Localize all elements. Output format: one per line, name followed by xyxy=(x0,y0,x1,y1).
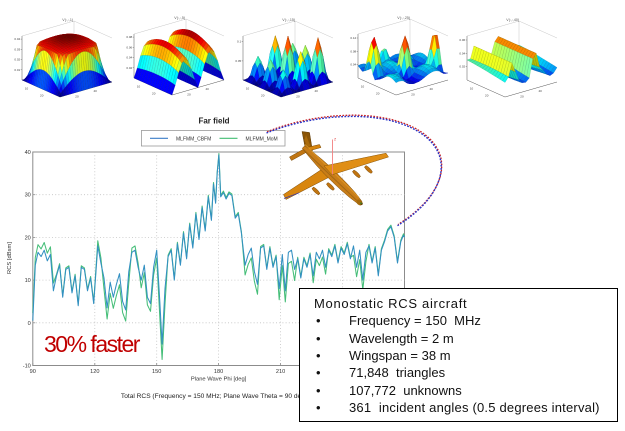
svg-text:MLFMM_MoM: MLFMM_MoM xyxy=(246,136,278,142)
svg-text:0.02: 0.02 xyxy=(126,66,132,70)
svg-text:180: 180 xyxy=(214,369,223,375)
svg-text:40: 40 xyxy=(539,89,543,93)
svg-text:V(:,:,5): V(:,:,5) xyxy=(174,16,185,20)
svg-text:Far field: Far field xyxy=(198,117,229,126)
svg-text:0.01: 0.01 xyxy=(14,68,20,72)
svg-text:0.02: 0.02 xyxy=(14,58,20,62)
svg-text:V(:,:,40): V(:,:,40) xyxy=(506,18,519,22)
svg-text:V(:,:,1): V(:,:,1) xyxy=(62,18,73,22)
svg-text:10: 10 xyxy=(246,87,250,91)
svg-text:20: 20 xyxy=(411,92,415,96)
svg-text:0.05: 0.05 xyxy=(235,59,241,63)
svg-text:20: 20 xyxy=(376,91,380,95)
svg-text:0.03: 0.03 xyxy=(14,47,20,51)
svg-text:20: 20 xyxy=(152,91,156,95)
svg-text:z: z xyxy=(334,137,337,142)
svg-text:40: 40 xyxy=(206,87,210,91)
svg-text:0.08: 0.08 xyxy=(350,49,356,53)
svg-text:10: 10 xyxy=(361,85,365,89)
svg-text:0.04: 0.04 xyxy=(459,51,465,55)
svg-text:20: 20 xyxy=(485,93,489,97)
svg-text:40: 40 xyxy=(430,87,434,91)
svg-text:10: 10 xyxy=(25,278,31,284)
svg-text:MLFMM_CBFM: MLFMM_CBFM xyxy=(176,136,211,142)
svg-text:Total RCS (Frequency = 150 MHz: Total RCS (Frequency = 150 MHz; Plane Wa… xyxy=(121,393,307,400)
svg-text:V(:,:,25): V(:,:,25) xyxy=(397,16,410,20)
svg-text:210: 210 xyxy=(276,369,285,375)
svg-text:0.04: 0.04 xyxy=(350,63,356,67)
svg-text:0.1: 0.1 xyxy=(237,40,242,44)
svg-text:150: 150 xyxy=(152,369,161,375)
svg-text:10: 10 xyxy=(470,87,474,91)
svg-text:0: 0 xyxy=(28,321,31,327)
svg-text:V(:,:,15): V(:,:,15) xyxy=(282,18,295,22)
svg-text:30: 30 xyxy=(25,193,31,199)
svg-text:0.12: 0.12 xyxy=(350,36,356,40)
svg-text:Plane Wave Phi [deg]: Plane Wave Phi [deg] xyxy=(191,377,247,383)
svg-text:10: 10 xyxy=(137,85,141,89)
svg-text:20: 20 xyxy=(25,235,31,241)
svg-text:0.04: 0.04 xyxy=(126,56,132,60)
svg-text:40: 40 xyxy=(315,89,319,93)
svg-text:0.06: 0.06 xyxy=(459,38,465,42)
svg-text:0.06: 0.06 xyxy=(126,45,132,49)
svg-text:RCS [dBsm]: RCS [dBsm] xyxy=(7,242,13,274)
svg-text:120: 120 xyxy=(90,369,99,375)
svg-text:20: 20 xyxy=(520,94,524,98)
svg-text:40: 40 xyxy=(94,89,98,93)
svg-text:20: 20 xyxy=(261,93,265,97)
svg-text:20: 20 xyxy=(187,92,191,96)
svg-text:0.04: 0.04 xyxy=(14,37,20,41)
svg-text:0.02: 0.02 xyxy=(459,65,465,69)
svg-text:20: 20 xyxy=(75,94,79,98)
svg-text:10: 10 xyxy=(25,87,29,91)
svg-text:40: 40 xyxy=(25,150,31,156)
svg-text:20: 20 xyxy=(40,93,44,97)
svg-text:90: 90 xyxy=(30,369,36,375)
svg-text:20: 20 xyxy=(296,94,300,98)
svg-text:0.08: 0.08 xyxy=(126,35,132,39)
svg-text:-10: -10 xyxy=(23,364,31,370)
